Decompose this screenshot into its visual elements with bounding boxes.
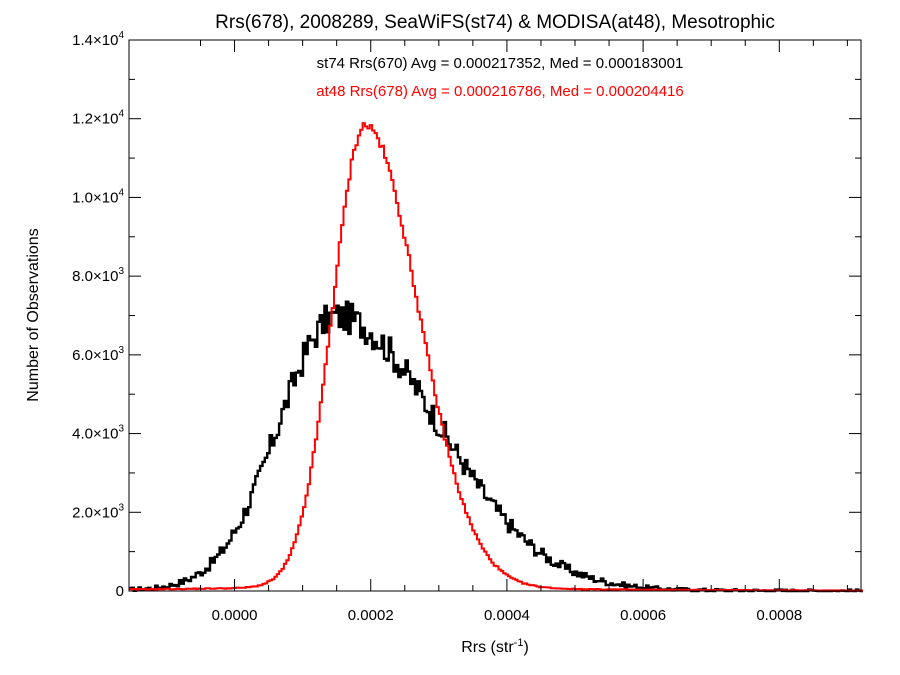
y-tick-label: 1.0×104	[72, 187, 124, 206]
series-at48-histogram	[129, 122, 863, 592]
y-axis-title: Number of Observations	[25, 228, 42, 401]
x-tick-label: 0.0000	[212, 607, 258, 624]
y-tick-label: 1.2×104	[72, 109, 124, 128]
x-tick-label: 0.0004	[484, 607, 530, 624]
legend-entry-2: at48 Rrs(678) Avg = 0.000216786, Med = 0…	[316, 83, 684, 100]
y-tick-label: 6.0×103	[72, 345, 124, 364]
y-tick-label: 8.0×103	[72, 266, 124, 285]
legend-entry-1: st74 Rrs(670) Avg = 0.000217352, Med = 0…	[317, 55, 684, 72]
y-tick-label: 2.0×103	[72, 502, 124, 521]
series-st74-histogram	[129, 300, 863, 593]
y-tick-label: 1.4×104	[72, 30, 124, 49]
x-tick-label: 0.0002	[348, 607, 394, 624]
y-tick-label: 4.0×103	[72, 424, 124, 443]
x-tick-label: 0.0006	[620, 607, 666, 624]
x-axis-title-exponent: -1	[514, 637, 524, 649]
x-tick-label: 0.0008	[756, 607, 802, 624]
plot-area	[129, 122, 863, 593]
x-axis-title: Rrs (str-1)	[461, 637, 529, 656]
axes: 0.0000 0.0002 0.0004 0.0006 0.0008 0 2.0×103 4.…	[72, 30, 862, 624]
chart-title: Rrs(678), 2008289, SeaWiFS(st74) & MODIS…	[215, 12, 775, 33]
y-tick-label: 0	[116, 583, 124, 600]
